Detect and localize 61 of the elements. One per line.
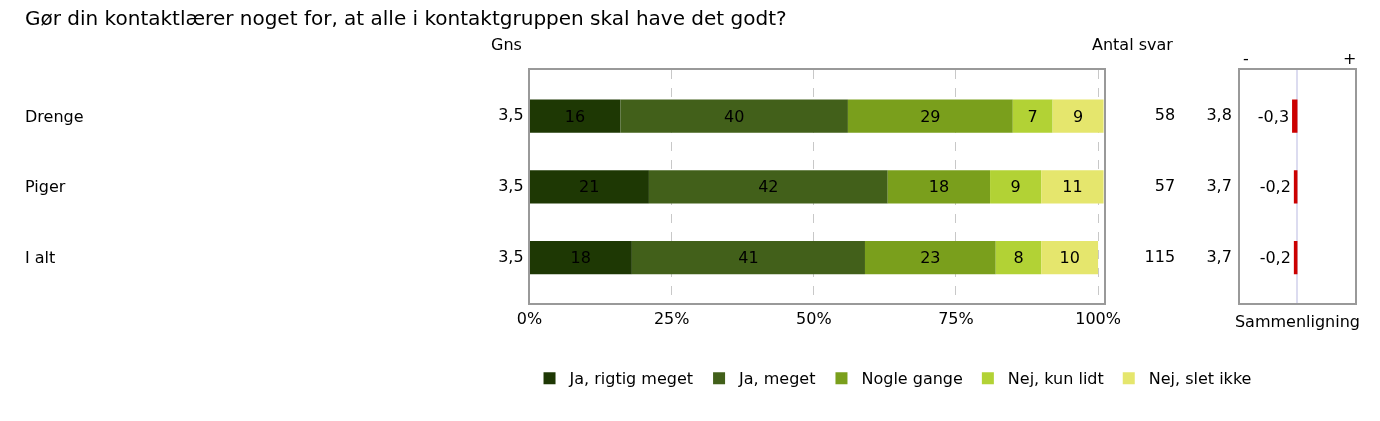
x-tick-label: 50% (796, 308, 832, 328)
text: + (1343, 49, 1357, 68)
data-label: 3,7 (1206, 175, 1232, 195)
legend-label: Nogle gange (861, 369, 963, 389)
data-label: 3,5 (498, 246, 524, 266)
x-tick-label: 75% (938, 308, 974, 328)
data-label: 3,5 (498, 175, 524, 195)
data-label: 3,7 (1206, 246, 1232, 266)
x-axis-title: Sammenligning (1234, 311, 1360, 331)
data-label: 9 (1010, 177, 1021, 197)
text: - (1243, 49, 1249, 68)
data-label: -0,3 (1257, 106, 1290, 126)
text: Gns (491, 35, 522, 54)
bar (529, 99, 621, 133)
category-label: I alt (25, 248, 56, 267)
data-label: 7 (1027, 106, 1038, 126)
data-label: 57 (1154, 175, 1176, 195)
bar (1052, 99, 1104, 133)
x-tick-label: 100% (1075, 308, 1121, 328)
data-label: 11 (1062, 177, 1083, 197)
chart-title: Gør din kontaktlærer noget for, at alle i kontaktgruppen skal have det godt? (25, 6, 787, 30)
bar (529, 241, 632, 275)
data-label: 3,8 (1206, 105, 1232, 125)
x-tick-label: 25% (653, 308, 690, 328)
data-label: 40 (724, 106, 745, 126)
bar (648, 170, 888, 204)
text: Antal svar (1092, 35, 1174, 54)
legend-label: Ja, meget (738, 369, 816, 389)
bar (990, 170, 1042, 204)
data-label: 58 (1154, 105, 1176, 125)
legend-label: Nej, kun lidt (1007, 369, 1104, 389)
data-label: -0,2 (1259, 177, 1291, 197)
category-label: Drenge (25, 107, 84, 126)
data-label: 3,5 (498, 105, 524, 125)
data-label: 8 (1013, 248, 1024, 268)
bar (1012, 99, 1053, 133)
data-label: 29 (920, 106, 941, 126)
legend-label: Nej, slet ikke (1148, 369, 1252, 389)
bar (1041, 241, 1099, 275)
category-label: Piger (25, 177, 66, 196)
bar (864, 241, 996, 275)
bar (887, 170, 991, 204)
data-label: -0,2 (1259, 248, 1291, 268)
data-label: 16 (564, 106, 586, 126)
bar (995, 241, 1042, 275)
data-label: 115 (1144, 246, 1176, 266)
x-tick-label: 0% (516, 308, 543, 328)
data-label: 18 (570, 248, 591, 268)
bar (1041, 170, 1104, 204)
bar (847, 99, 1013, 133)
legend-label: Ja, rigtig meget (568, 369, 694, 389)
data-label: 21 (579, 177, 600, 197)
bar (529, 170, 649, 204)
data-label: 9 (1073, 106, 1084, 126)
data-label: 10 (1059, 248, 1080, 268)
data-label: 23 (920, 248, 941, 268)
bar (631, 241, 865, 275)
data-label: 41 (738, 248, 759, 268)
bar (620, 99, 848, 133)
data-label: 18 (928, 177, 950, 197)
data-label: 42 (758, 177, 779, 197)
